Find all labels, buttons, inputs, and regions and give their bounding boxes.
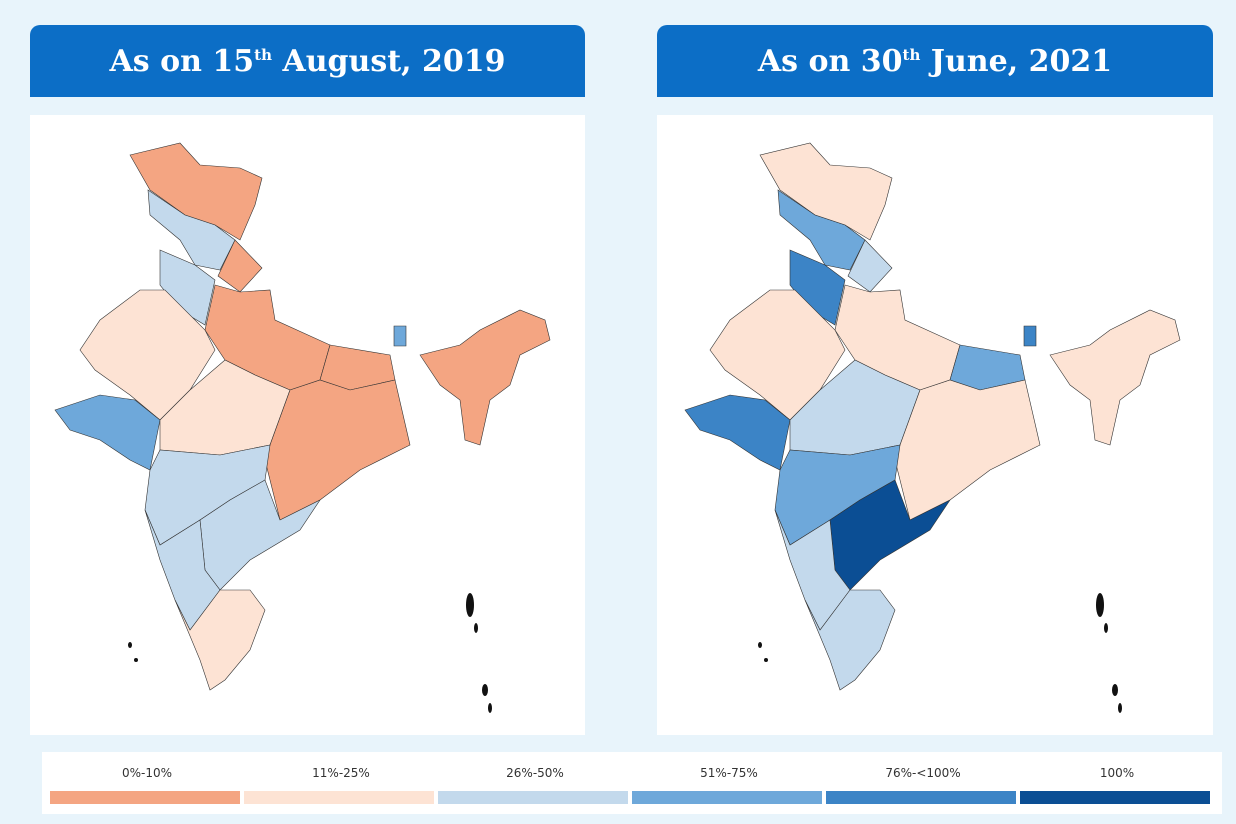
island [758,642,762,648]
state-region [894,379,1041,521]
island [1104,623,1108,633]
title-text: As on 15 [109,43,255,79]
state-region [789,249,846,326]
legend-swatch [632,791,822,804]
island [134,658,138,662]
legend-swatch [50,791,240,804]
state-region [174,589,266,691]
state-region [1049,309,1181,446]
legend-swatch [1020,791,1210,804]
legend-label: 26%-50% [506,766,564,780]
island [466,593,474,617]
legend-swatch [826,791,1016,804]
state-region [804,589,896,691]
state-region [147,189,236,271]
state-region [1023,325,1037,347]
legend-label: 100% [1100,766,1134,780]
state-region [419,309,551,446]
title-text: As on 30 [757,43,903,79]
title-sup: th [902,46,921,64]
title-text: August, 2019 [272,43,506,79]
island [764,658,768,662]
legend-label: 51%-75% [700,766,758,780]
state-region [264,379,411,521]
title-text: June, 2021 [920,43,1113,79]
state-region [129,142,263,241]
island [1118,703,1122,713]
state-region [759,142,893,241]
island [488,703,492,713]
island [1112,684,1118,696]
state-region [159,249,216,326]
legend-label: 11%-25% [312,766,370,780]
legend-swatch [244,791,434,804]
island [1096,593,1104,617]
legend-label: 76%-<100% [885,766,960,780]
legend-label: 0%-10% [122,766,172,780]
island [474,623,478,633]
legend-swatch [438,791,628,804]
island [128,642,132,648]
island [482,684,488,696]
title-sup: th [254,46,272,64]
state-region [777,189,866,271]
state-region [393,325,407,347]
